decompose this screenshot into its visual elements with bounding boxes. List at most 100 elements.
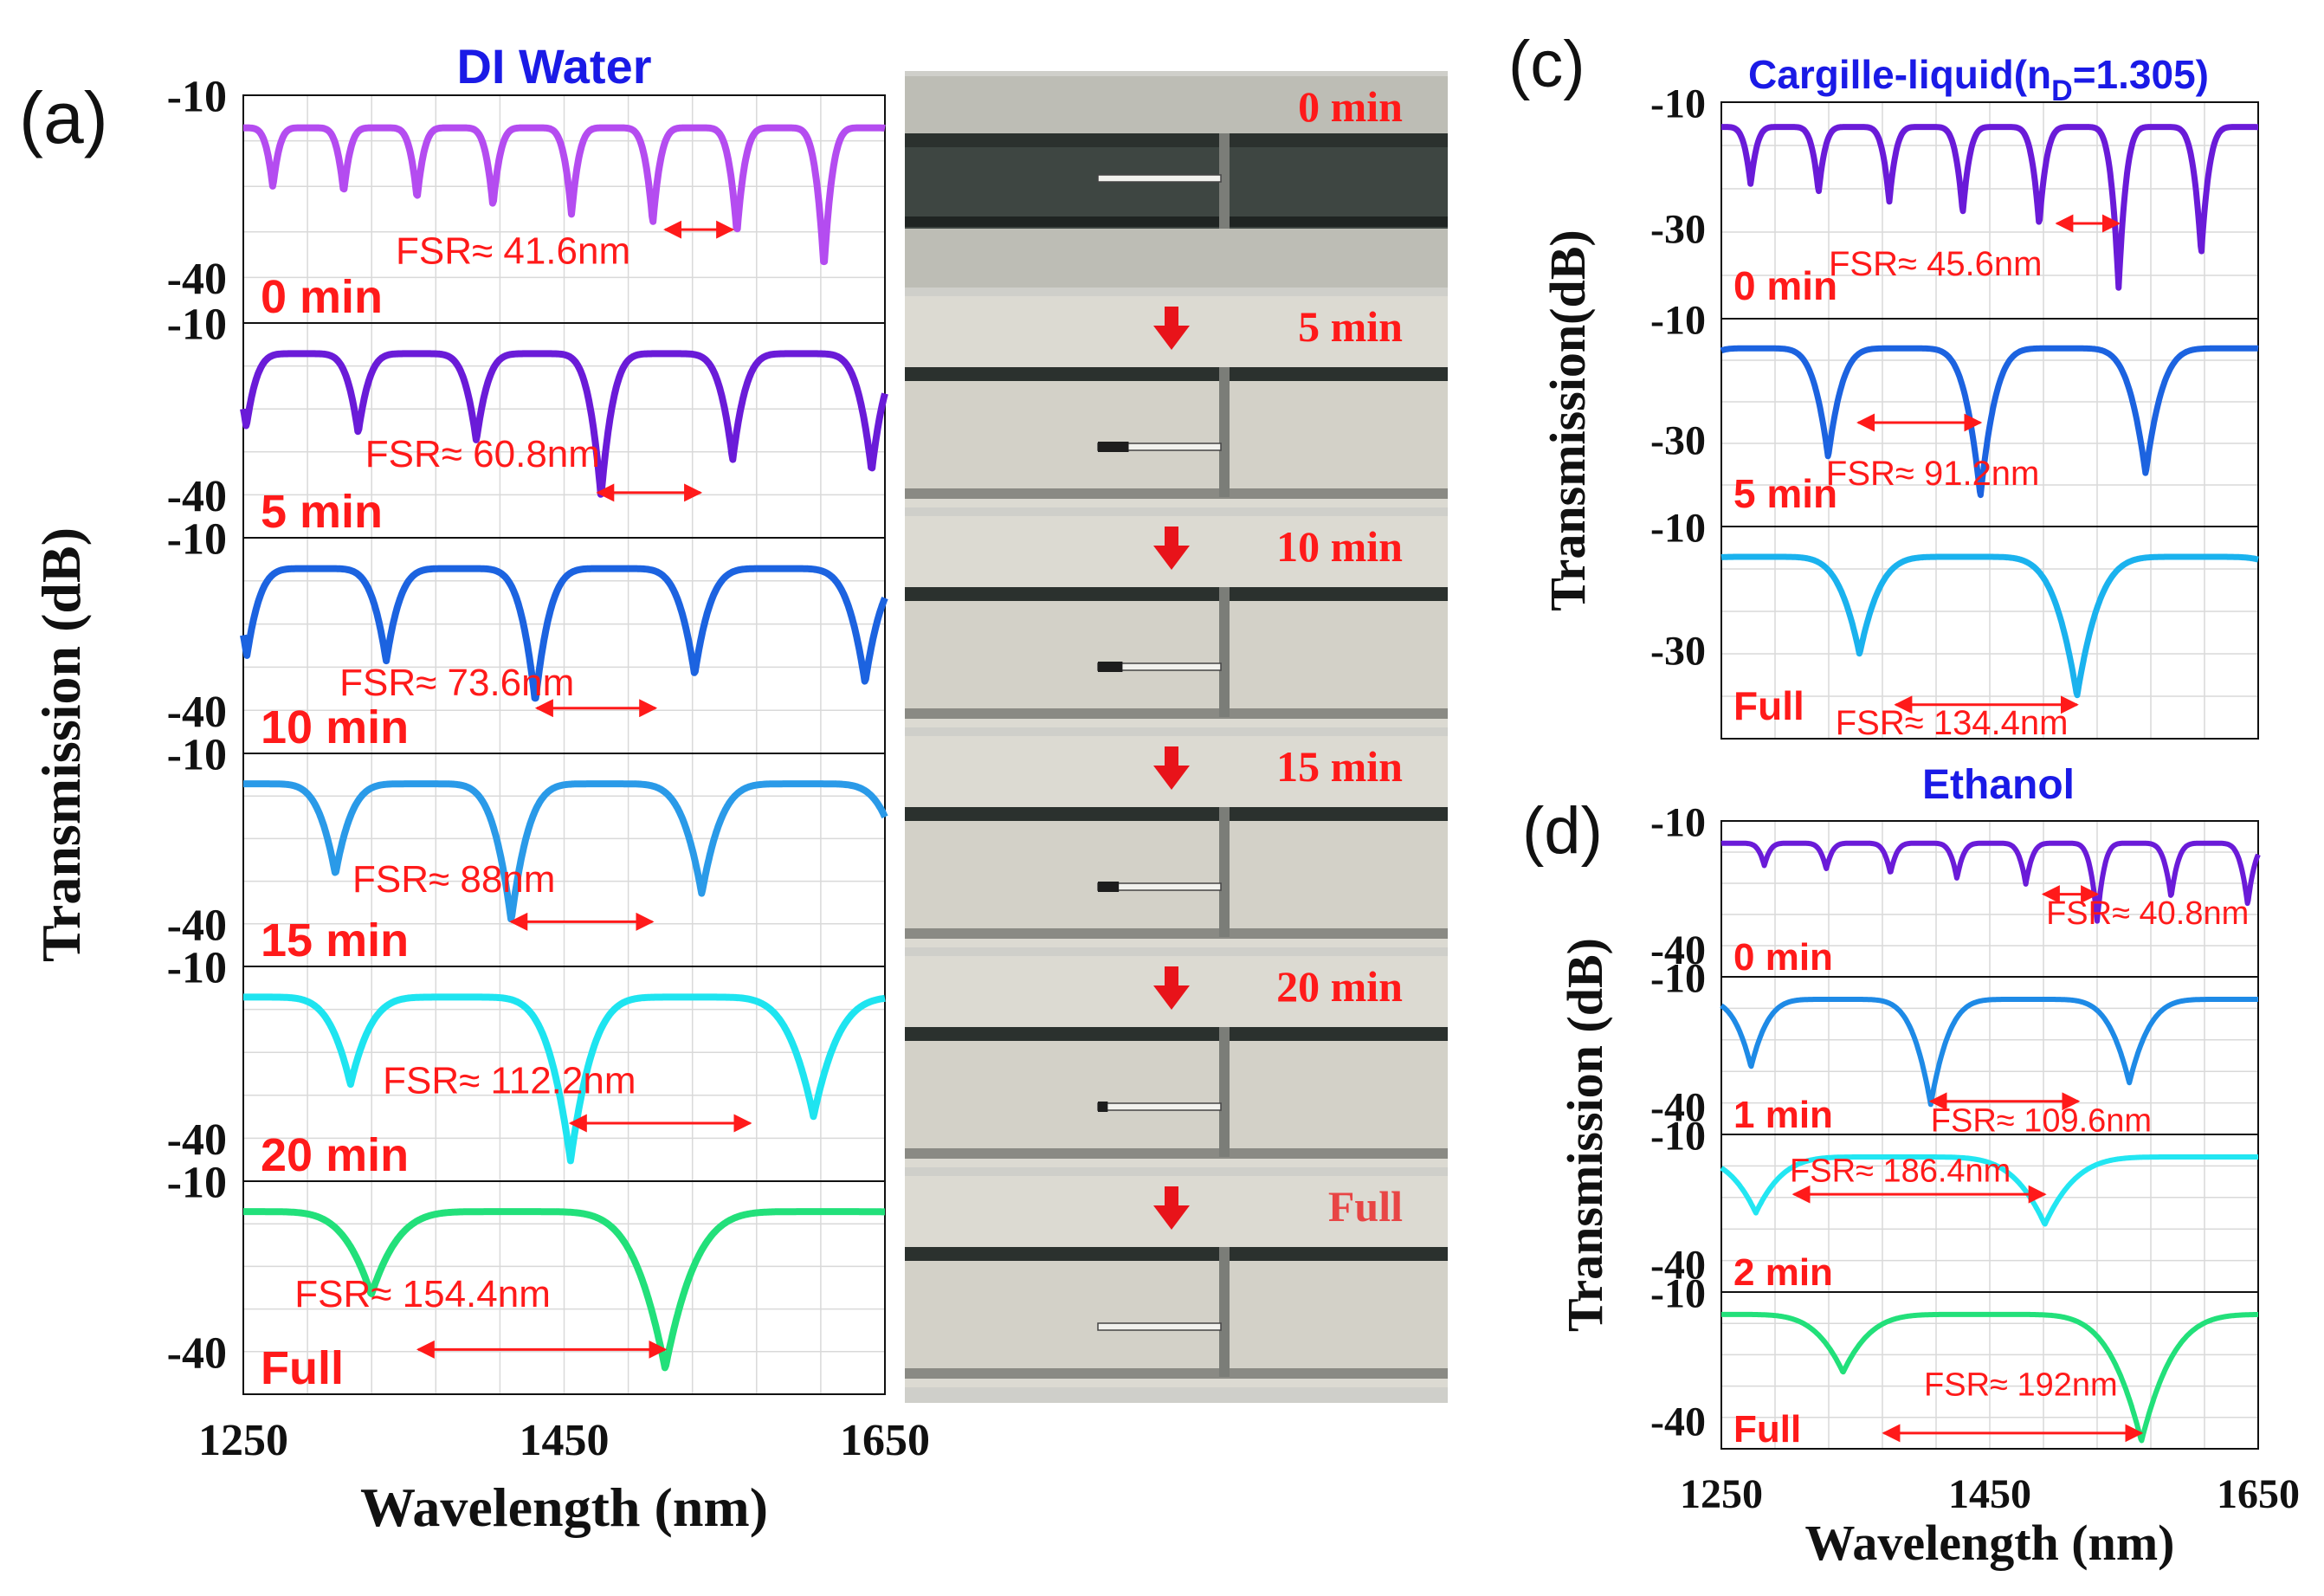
fsr-label: FSR≈ 154.4nm (294, 1273, 551, 1315)
fsr-label: FSR≈ 134.4nm (1836, 704, 2069, 742)
splice-seam (1219, 133, 1230, 229)
fsr-label: FSR≈ 73.6nm (339, 662, 574, 704)
frame-time-label: Full (1328, 1182, 1403, 1231)
down-arrow-icon (1153, 307, 1190, 350)
splice-seam (1219, 587, 1230, 717)
spectrum-line (241, 993, 888, 1165)
frame-time-label: 10 min (1276, 522, 1403, 571)
fiber-band (905, 1247, 1448, 1377)
time-label: 2 min (1733, 1251, 1833, 1294)
time-label: 0 min (1733, 936, 1833, 979)
title-subscript: D (2051, 74, 2073, 107)
x-tick-label: 1450 (520, 1416, 610, 1465)
micrograph-frame: 15 min (905, 736, 1448, 947)
y-tick-label: -10 (1650, 1270, 1706, 1316)
y-tick-label: -30 (1650, 417, 1706, 463)
chart-title: Cargille-liquid(nD=1.305) (1748, 52, 2209, 107)
y-tick-label: -40 (1650, 927, 1706, 973)
x-tick-label: 1250 (198, 1416, 288, 1465)
time-label: 5 min (1733, 471, 1837, 516)
time-label: Full (261, 1342, 344, 1394)
subplot: -10 -40 0 min FSR≈ 40.8nm (1650, 799, 2261, 979)
y-tick-label: -40 (167, 688, 227, 737)
fiber-edge (905, 928, 1448, 939)
spectrum-line (1719, 124, 2261, 291)
panel-label: (d) (1522, 794, 1603, 868)
subplot: -10 -40 2 min FSR≈ 186.4nm (1650, 1113, 2261, 1294)
spectrum-line (241, 124, 888, 266)
fiber-edge (905, 1148, 1448, 1159)
fsr-label: FSR≈ 192nm (1924, 1367, 2118, 1403)
y-axis-label: Transmission (dB) (1557, 938, 1613, 1332)
time-label: Full (1733, 683, 1804, 728)
fsr-label: FSR≈ 112.2nm (383, 1059, 636, 1102)
spectrum-line (240, 350, 888, 498)
micrograph-frame: Full (905, 1176, 1448, 1387)
y-axis-label: Transmission (dB) (30, 527, 92, 962)
fsr-label: FSR≈ 40.8nm (2046, 895, 2249, 932)
fiber-edge (905, 807, 1448, 821)
y-tick-label: -10 (167, 944, 227, 993)
axes-frame (1720, 1291, 2259, 1450)
chart-title: Ethanol (1922, 762, 2075, 808)
liquid-column (1098, 882, 1120, 892)
axes-frame (242, 1180, 886, 1395)
x-tick-label: 1450 (1948, 1471, 2031, 1517)
spectrum-line (240, 565, 888, 702)
spectrum-line (1719, 1154, 2261, 1227)
y-tick-label: -30 (1650, 206, 1706, 252)
fiber-edge (905, 367, 1448, 381)
down-arrow-icon (1153, 966, 1190, 1010)
frame-time-label: 5 min (1298, 302, 1403, 351)
down-arrow-icon (1153, 1186, 1190, 1230)
capillary-channel (1097, 1322, 1222, 1331)
y-axis-label: Transmission(dB) (1540, 229, 1596, 611)
spectrum-line (1719, 840, 2261, 924)
y-tick-label: -10 (1650, 955, 1706, 1001)
x-axis-label: Wavelength (nm) (1805, 1515, 2175, 1571)
fsr-label: FSR≈ 91.2nm (1826, 455, 2039, 493)
y-tick-label: -10 (1650, 505, 1706, 551)
y-tick-label: -40 (167, 1115, 227, 1165)
y-tick-label: -40 (1650, 1243, 1706, 1289)
fiber-edge (905, 1027, 1448, 1041)
time-label: Full (1733, 1408, 1801, 1451)
fsr-label: FSR≈ 88nm (352, 858, 555, 901)
spectrum-line (241, 1208, 888, 1372)
fsr-label: FSR≈ 186.4nm (1790, 1153, 2011, 1190)
fiber-edge (905, 133, 1448, 147)
y-tick-label: -10 (1650, 297, 1706, 343)
fsr-label: FSR≈ 41.6nm (396, 230, 630, 273)
y-tick-label: -10 (167, 1159, 227, 1208)
y-tick-label: -40 (167, 255, 227, 304)
subplot: -10 -40 Full FSR≈ 154.4nm (167, 1159, 888, 1395)
time-label: 0 min (261, 271, 383, 323)
y-tick-label: -10 (167, 731, 227, 780)
fsr-label: FSR≈ 109.6nm (1931, 1102, 2152, 1139)
splice-seam (1219, 1027, 1230, 1157)
fiber-edge (905, 1368, 1448, 1379)
panel-label: (c) (1508, 28, 1585, 101)
y-tick-label: -40 (167, 901, 227, 951)
fiber-edge (905, 708, 1448, 719)
y-tick-label: -10 (167, 73, 227, 122)
fiber-band (905, 587, 1448, 717)
micrograph-frame: 5 min (905, 296, 1448, 507)
y-tick-label: -40 (167, 1329, 227, 1379)
splice-seam (1219, 367, 1230, 497)
title-main: Cargille-liquid(n (1748, 52, 2051, 97)
subplot: -10 -30 Full FSR≈ 134.4nm (1650, 505, 2261, 742)
splice-seam (1219, 807, 1230, 937)
subplot: -10 -40 5 min FSR≈ 60.8nm (167, 300, 888, 539)
fsr-label: FSR≈ 60.8nm (365, 433, 600, 475)
y-tick-label: -10 (167, 515, 227, 565)
fiber-band (905, 1027, 1448, 1157)
spectrum-line (1719, 345, 2261, 499)
time-label: 15 min (261, 914, 409, 966)
